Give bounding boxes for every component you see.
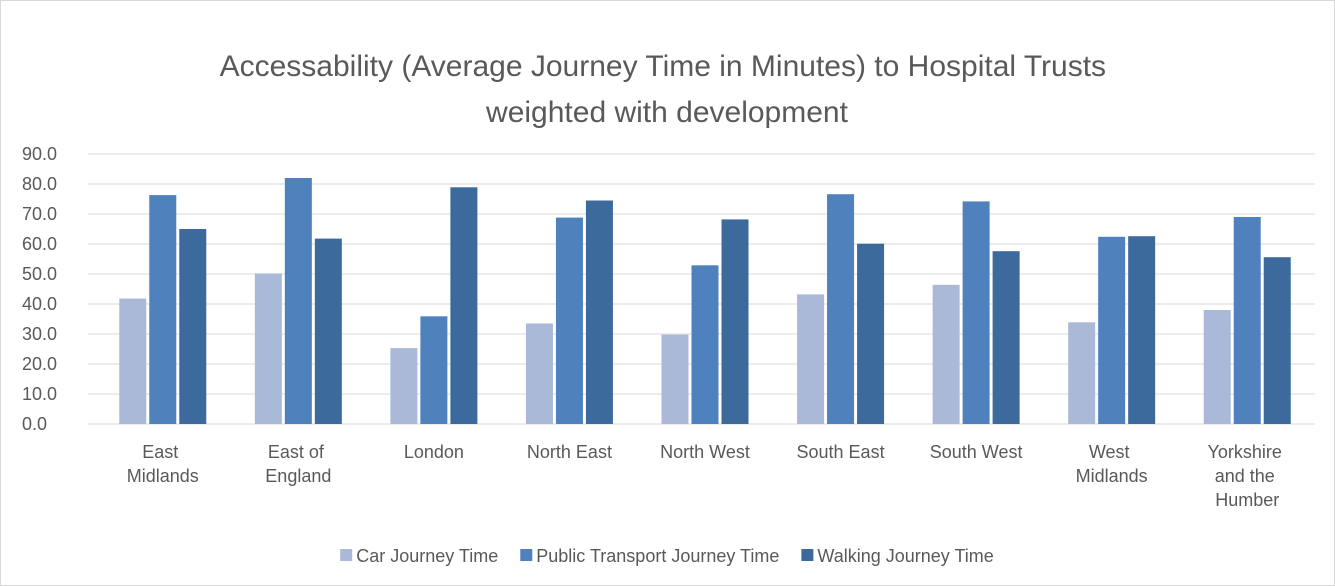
bar [525, 323, 553, 424]
legend-swatch [340, 549, 353, 561]
bar [390, 348, 418, 424]
bar [149, 195, 177, 424]
bar [827, 194, 855, 424]
bar [691, 265, 719, 424]
bar [254, 273, 282, 424]
y-tick-label: 80.0 [22, 174, 57, 194]
x-tick-label: North East [527, 442, 612, 462]
bar [420, 316, 448, 424]
y-tick-label: 10.0 [22, 384, 57, 404]
bar [797, 294, 825, 424]
legend-label: Car Journey Time [356, 546, 498, 566]
bar [992, 251, 1020, 424]
y-tick-label: 40.0 [22, 294, 57, 314]
bar [119, 298, 147, 424]
bar [314, 238, 342, 424]
bar [661, 334, 689, 424]
bar [1263, 257, 1291, 424]
y-tick-label: 60.0 [22, 234, 57, 254]
bar [1128, 236, 1156, 424]
bar [284, 178, 312, 424]
bar [1203, 310, 1231, 424]
y-tick-label: 20.0 [22, 354, 57, 374]
y-tick-label: 30.0 [22, 324, 57, 344]
legend-swatch [520, 549, 533, 561]
legend-label: Public Transport Journey Time [536, 546, 779, 566]
x-tick-label: West Midlands [1076, 442, 1148, 486]
bar [179, 229, 207, 424]
bar [1068, 322, 1096, 424]
bar [721, 219, 749, 424]
x-tick-label: South West [930, 442, 1023, 462]
bar [555, 217, 583, 424]
legend-label: Walking Journey Time [817, 546, 993, 566]
y-tick-label: 90.0 [22, 144, 57, 164]
x-tick-label: East of England [265, 442, 331, 486]
bar [450, 187, 478, 424]
x-tick-label: Yorkshire and the Humber [1208, 442, 1287, 510]
y-tick-label: 70.0 [22, 204, 57, 224]
bar [585, 200, 613, 424]
bar [932, 284, 960, 424]
y-tick-label: 50.0 [22, 264, 57, 284]
y-tick-label: 0.0 [22, 414, 47, 434]
bar [1098, 236, 1126, 424]
chart-title: Accessability (Average Journey Time in M… [220, 50, 1115, 129]
legend-swatch [801, 549, 814, 561]
bar [962, 201, 990, 424]
bar [1233, 217, 1261, 424]
bar [857, 243, 885, 424]
x-tick-label: North West [660, 442, 750, 462]
x-tick-label: East Midlands [127, 442, 199, 486]
x-tick-label: South East [797, 442, 885, 462]
x-tick-label: London [404, 442, 464, 462]
